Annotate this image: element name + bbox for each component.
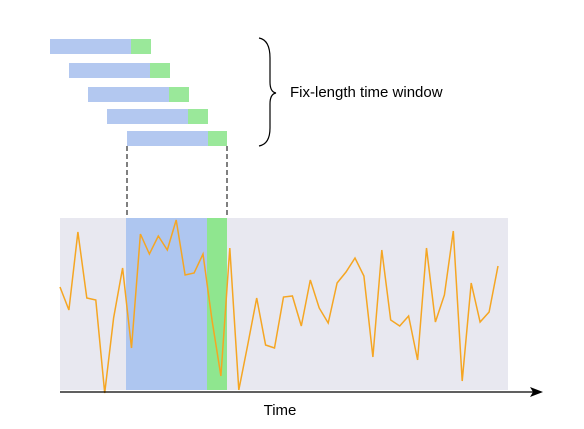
axis-label: Time: [264, 402, 297, 419]
window-target: [131, 39, 151, 54]
axis-arrow: [530, 387, 543, 397]
window-target: [208, 131, 227, 146]
window-bar: [69, 63, 150, 78]
window-bar: [127, 131, 208, 146]
window-target: [188, 109, 208, 124]
window-target: [169, 87, 189, 102]
window-region: [126, 218, 207, 390]
target-region: [207, 218, 227, 390]
signal-group: [59, 219, 499, 394]
window-bar: [88, 87, 169, 102]
time-windows: [50, 39, 227, 146]
window-bar: [107, 109, 188, 124]
annotation: Fix-length time window: [290, 84, 443, 101]
brace: [258, 37, 277, 147]
window-bar: [50, 39, 131, 54]
signal-line: [59, 219, 499, 394]
window-target: [150, 63, 170, 78]
